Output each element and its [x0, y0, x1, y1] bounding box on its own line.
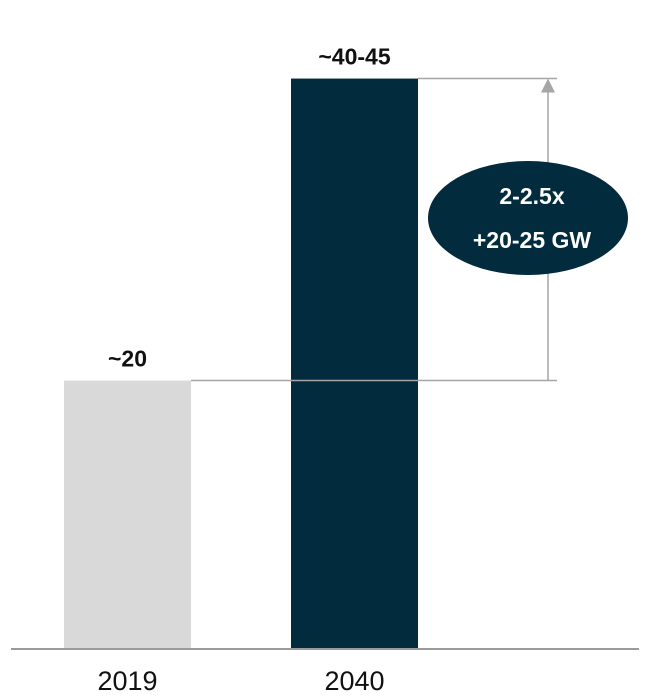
growth-multiplier-label: 2-2.5x [499, 183, 564, 209]
x-tick-label-2019: 2019 [97, 666, 157, 696]
value-label-2040: ~40-45 [318, 44, 390, 70]
bar-2019 [64, 380, 191, 649]
growth-increase-label: +20-25 GW [473, 227, 592, 253]
growth-ellipse [428, 161, 628, 275]
growth-arrow-head [541, 78, 555, 93]
value-label-2019: ~20 [108, 346, 147, 372]
x-tick-label-2040: 2040 [324, 666, 384, 696]
growth-badge: 2-2.5x +20-25 GW [428, 161, 628, 275]
value-labels-layer: ~20 ~40-45 [108, 44, 391, 372]
x-tick-labels-layer: 2019 2040 [97, 666, 384, 696]
bars-layer [64, 78, 418, 650]
bar-2040 [291, 78, 418, 650]
